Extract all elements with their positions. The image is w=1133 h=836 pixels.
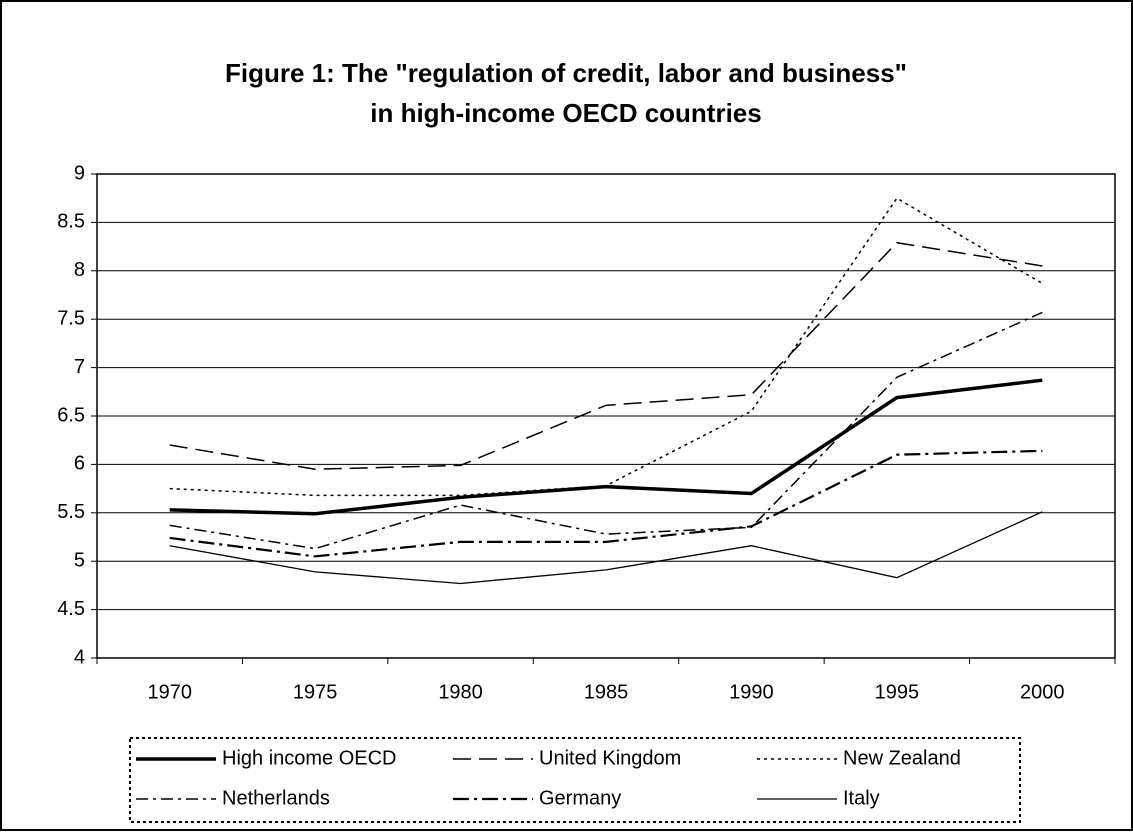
legend-label: High income OECD [222, 747, 397, 769]
x-tick-label: 1985 [584, 681, 629, 703]
series-line [169, 511, 1043, 585]
chart-title: in high-income OECD countries [370, 98, 761, 128]
x-tick-label: 1995 [875, 681, 920, 703]
series-line [169, 449, 1043, 558]
y-tick-label: 8.5 [57, 211, 85, 233]
legend-box [129, 737, 1021, 823]
x-tick-label: 1990 [729, 681, 774, 703]
y-tick-label: 4 [74, 646, 85, 668]
legend-label: Netherlands [222, 787, 330, 809]
legend-label: New Zealand [843, 747, 961, 769]
chart-title: Figure 1: The "regulation of credit, lab… [225, 58, 907, 88]
y-tick-label: 4.5 [57, 598, 85, 620]
series-line [169, 241, 1043, 470]
series-line [169, 378, 1043, 516]
y-tick-label: 5.5 [57, 501, 85, 523]
x-tick-label: 2000 [1020, 681, 1065, 703]
x-tick-label: 1975 [293, 681, 338, 703]
y-tick-label: 5 [74, 549, 85, 571]
legend-label: United Kingdom [539, 747, 681, 769]
x-tick-label: 1970 [147, 681, 192, 703]
legend-label: Germany [539, 787, 621, 809]
legend-label: Italy [843, 787, 880, 809]
y-tick-label: 6.5 [57, 404, 85, 426]
y-tick-label: 9 [74, 162, 85, 184]
x-tick-label: 1980 [438, 681, 483, 703]
y-tick-label: 8 [74, 259, 85, 281]
series-line [169, 197, 1043, 497]
y-tick-label: 6 [74, 453, 85, 475]
y-tick-label: 7 [74, 356, 85, 378]
series-line [169, 311, 1043, 550]
y-tick-label: 7.5 [57, 307, 85, 329]
